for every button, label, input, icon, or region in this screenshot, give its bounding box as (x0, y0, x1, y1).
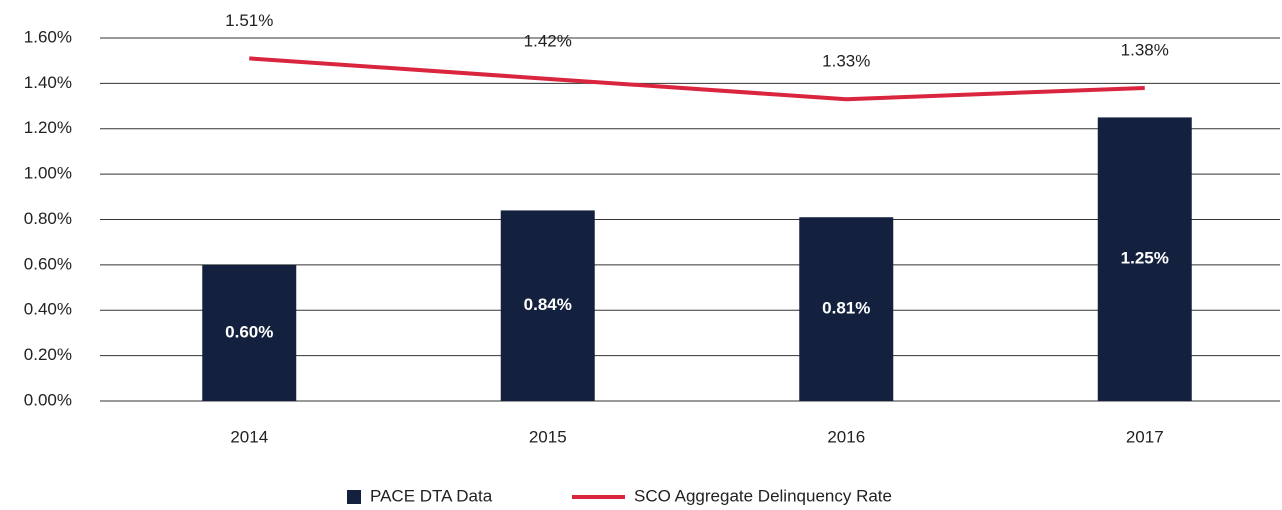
bar-value-label: 0.81% (822, 299, 870, 318)
bar (202, 264, 297, 401)
line (249, 56, 1145, 102)
legend-label: SCO Aggregate Delinquency Rate (634, 486, 892, 505)
y-tick-label: 1.60% (24, 27, 72, 46)
y-tick-label: 0.40% (24, 300, 72, 319)
x-tick-label: 2014 (230, 427, 268, 446)
bar-value-label: 0.84% (524, 295, 572, 314)
x-tick-label: 2017 (1126, 427, 1164, 446)
y-tick-label: 0.80% (24, 209, 72, 228)
bar (500, 210, 595, 401)
y-tick-label: 0.60% (24, 254, 72, 273)
bar-value-label: 0.60% (225, 322, 273, 341)
line-value-label: 1.42% (524, 31, 572, 50)
line-value-label: 1.33% (822, 52, 870, 71)
y-tick-label: 1.00% (24, 164, 72, 183)
x-tick-label: 2015 (529, 427, 567, 446)
x-tick-label: 2016 (827, 427, 865, 446)
line-value-label: 1.38% (1121, 40, 1169, 59)
bar (1097, 117, 1192, 401)
legend-swatch (347, 490, 361, 504)
y-tick-label: 1.20% (24, 118, 72, 137)
bar-value-label: 1.25% (1121, 249, 1169, 268)
y-tick-label: 1.40% (24, 73, 72, 92)
line-value-label: 1.51% (225, 11, 273, 30)
bar (799, 217, 894, 401)
y-tick-label: 0.00% (24, 390, 72, 409)
legend-label: PACE DTA Data (370, 486, 493, 505)
y-tick-label: 0.20% (24, 345, 72, 364)
